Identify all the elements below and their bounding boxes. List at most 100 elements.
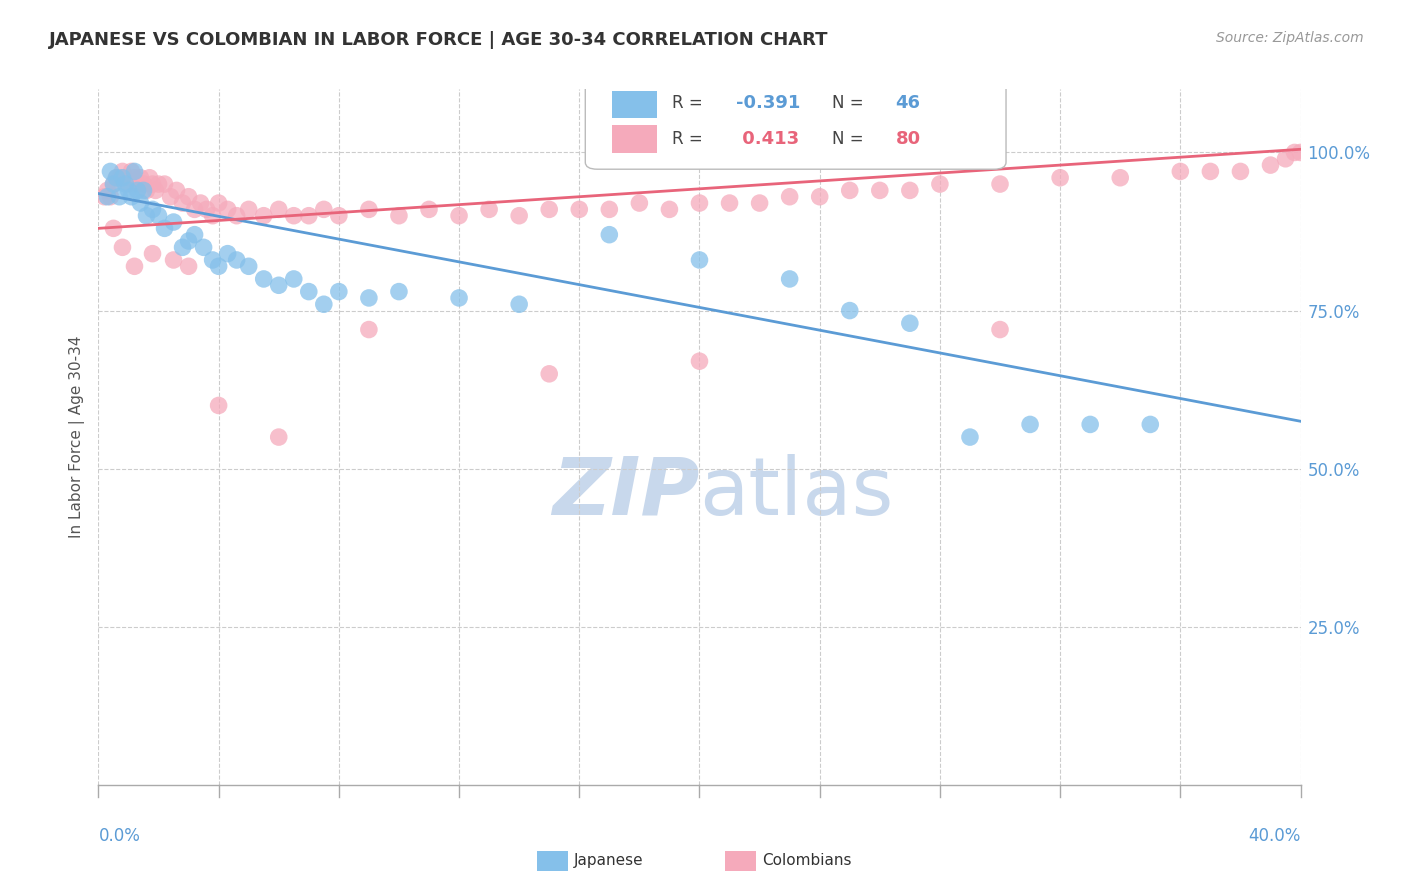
Point (190, 196, 212, 211)
Point (141, 202, 163, 217)
Point (114, 177, 136, 191)
Point (689, 252, 711, 267)
Point (1260, 158, 1282, 172)
Point (225, 209, 247, 223)
Point (898, 316, 921, 330)
Point (929, 177, 952, 191)
Point (748, 196, 770, 211)
Point (598, 202, 620, 217)
Point (159, 190, 181, 204)
Point (195, 202, 218, 217)
Point (253, 272, 276, 286)
Point (1139, 417, 1161, 432)
Point (312, 297, 335, 311)
Point (111, 164, 134, 178)
Point (127, 177, 149, 191)
Point (105, 170, 128, 185)
Point (103, 177, 125, 191)
Point (132, 177, 155, 191)
Point (388, 285, 411, 299)
Point (988, 322, 1011, 336)
Point (312, 202, 335, 217)
Text: Source: ZipAtlas.com: Source: ZipAtlas.com (1216, 31, 1364, 45)
Point (808, 190, 831, 204)
Point (1284, 145, 1306, 160)
Text: atlas: atlas (700, 454, 894, 532)
Point (193, 240, 215, 254)
Point (108, 170, 131, 185)
Point (1049, 170, 1071, 185)
Point (869, 183, 891, 197)
Point (111, 240, 134, 254)
Point (108, 190, 131, 204)
Point (357, 202, 380, 217)
Text: -0.391: -0.391 (735, 95, 800, 112)
Point (1078, 417, 1101, 432)
Point (141, 246, 163, 260)
Point (1274, 152, 1296, 166)
Point (117, 183, 139, 197)
Text: 80: 80 (896, 130, 921, 148)
Point (253, 209, 276, 223)
Point (628, 196, 651, 211)
Point (838, 183, 860, 197)
Point (208, 260, 231, 274)
Point (267, 278, 290, 293)
Point (357, 291, 380, 305)
Point (172, 240, 194, 254)
Point (779, 272, 801, 286)
Point (172, 196, 194, 211)
Point (658, 202, 681, 217)
Point (117, 177, 139, 191)
Point (508, 297, 530, 311)
Point (508, 209, 530, 223)
Point (1019, 417, 1042, 432)
Point (103, 221, 125, 235)
Point (267, 430, 290, 444)
Text: Japanese: Japanese (574, 854, 644, 868)
Text: R =: R = (672, 95, 703, 112)
Point (217, 246, 239, 260)
Point (148, 177, 170, 191)
Point (267, 202, 290, 217)
Point (447, 291, 470, 305)
Point (283, 209, 305, 223)
Point (201, 209, 224, 223)
FancyBboxPatch shape (612, 91, 658, 119)
Point (100, 190, 122, 204)
Text: R =: R = (672, 130, 703, 148)
Point (93, 190, 115, 204)
Point (103, 177, 125, 191)
Point (183, 227, 205, 242)
Text: N =: N = (832, 130, 863, 148)
Point (225, 252, 247, 267)
Point (121, 164, 143, 178)
Point (166, 183, 188, 197)
Point (283, 272, 305, 286)
Point (145, 183, 167, 197)
Point (689, 354, 711, 368)
Point (96, 183, 118, 197)
Text: JAPANESE VS COLOMBIAN IN LABOR FORCE | AGE 30-34 CORRELATION CHART: JAPANESE VS COLOMBIAN IN LABOR FORCE | A… (49, 31, 828, 49)
Point (357, 322, 380, 336)
Point (124, 164, 146, 178)
Point (598, 227, 620, 242)
FancyBboxPatch shape (585, 75, 1007, 169)
Point (718, 196, 741, 211)
Point (328, 209, 350, 223)
Point (478, 202, 501, 217)
Point (959, 430, 981, 444)
Point (898, 183, 921, 197)
Point (135, 209, 157, 223)
Point (129, 170, 152, 185)
Point (689, 196, 711, 211)
Text: 0.413: 0.413 (735, 130, 799, 148)
Point (111, 170, 134, 185)
Point (418, 202, 440, 217)
FancyBboxPatch shape (612, 126, 658, 153)
Point (96, 190, 118, 204)
Point (162, 252, 184, 267)
Text: N =: N = (832, 95, 863, 112)
Point (138, 170, 160, 185)
Point (121, 190, 143, 204)
